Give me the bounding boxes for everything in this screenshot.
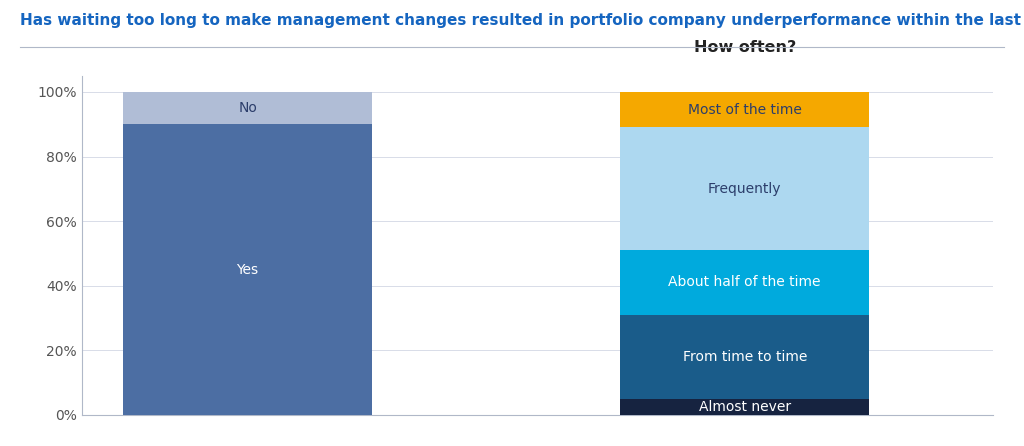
Text: From time to time: From time to time: [683, 350, 807, 363]
Bar: [123, 124, 372, 415]
Text: Has waiting too long to make management changes resulted in portfolio company un: Has waiting too long to make management …: [20, 13, 1024, 29]
Bar: [621, 250, 869, 315]
Text: How often?: How often?: [693, 41, 796, 55]
Text: No: No: [239, 101, 257, 115]
Bar: [621, 128, 869, 250]
Text: Yes: Yes: [237, 263, 259, 277]
Bar: [123, 92, 372, 124]
Text: Most of the time: Most of the time: [688, 103, 802, 117]
Text: Almost never: Almost never: [698, 400, 791, 414]
Bar: [621, 399, 869, 415]
Bar: [621, 92, 869, 128]
Bar: [621, 315, 869, 399]
Text: About half of the time: About half of the time: [669, 276, 821, 289]
Text: Frequently: Frequently: [708, 182, 781, 196]
